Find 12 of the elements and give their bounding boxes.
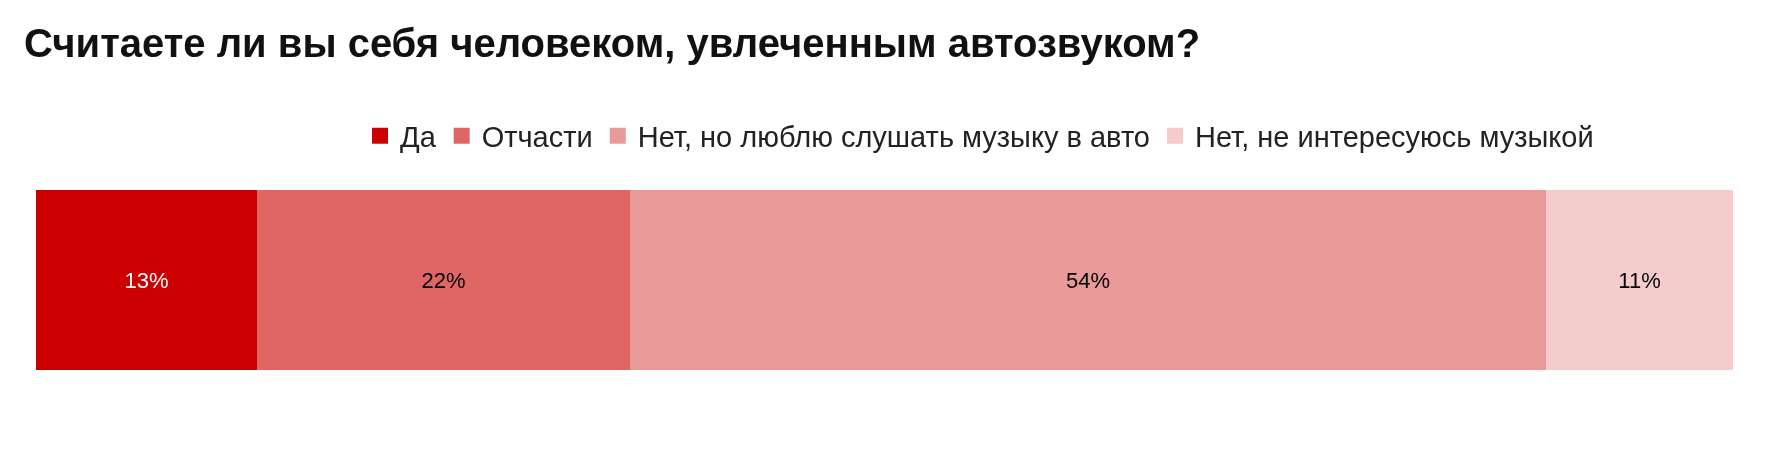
legend-label: Отчасти bbox=[481, 121, 593, 154]
bar bbox=[1546, 190, 1733, 370]
data-label: 54% bbox=[1065, 267, 1111, 293]
chart-title: Считаете ли вы себя человеком, увлеченным автозвуком? bbox=[24, 21, 1201, 65]
legend-label: Нет, но люблю слушать музыку в авто bbox=[637, 121, 1150, 154]
legend-label: Нет, не интересуюсь музыкой bbox=[1194, 121, 1594, 154]
legend-label: Да bbox=[400, 121, 437, 154]
data-label: 11% bbox=[1618, 267, 1661, 293]
data-label: 22% bbox=[421, 267, 466, 293]
data-label: 13% bbox=[124, 267, 169, 293]
bar bbox=[36, 190, 257, 370]
bar bbox=[257, 190, 630, 370]
